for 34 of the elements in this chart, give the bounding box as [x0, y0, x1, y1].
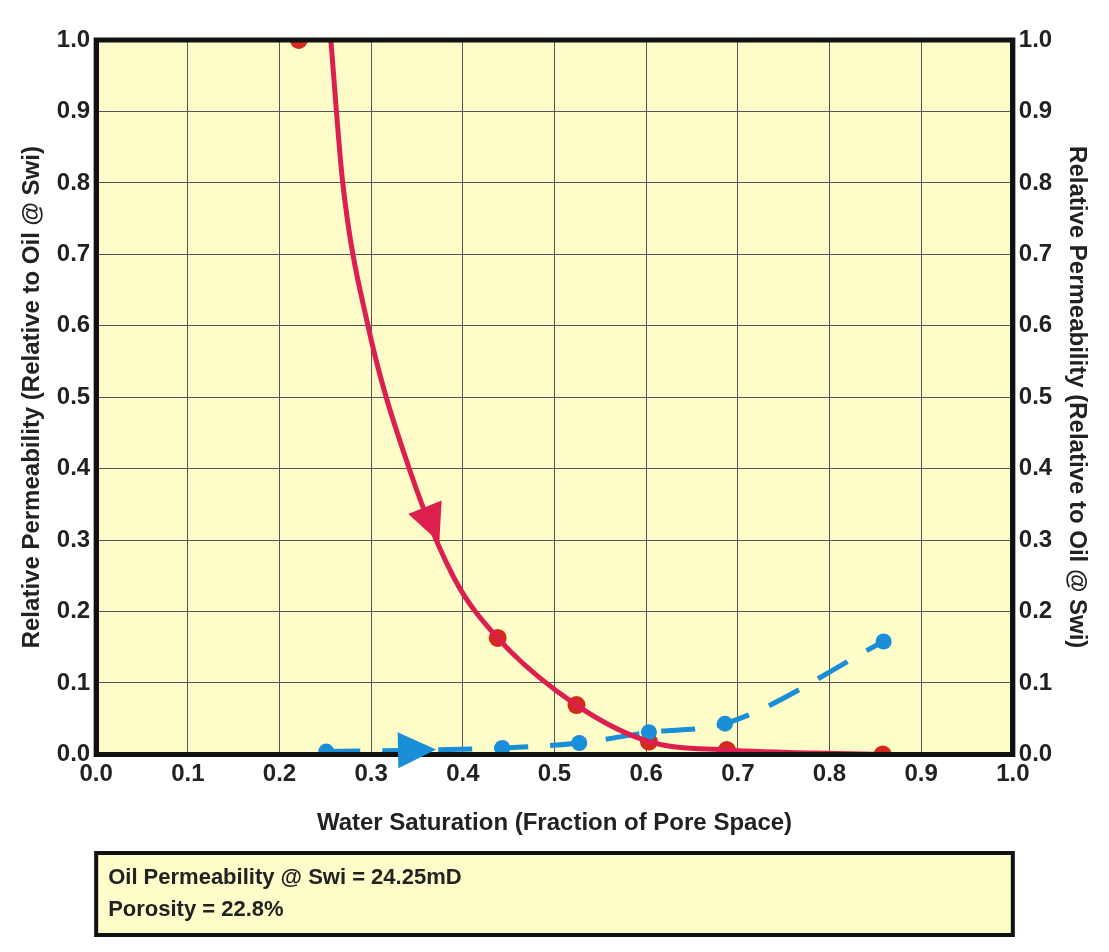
y-tick-label: 0.6 [56, 310, 91, 338]
y2-tick-label: 0.5 [1018, 381, 1053, 409]
y-tick-label: 0.5 [56, 381, 91, 409]
y2-tick-label: 0.9 [1018, 96, 1053, 124]
y-tick-label: 0.8 [56, 167, 91, 195]
y-tick-label: 0.2 [56, 596, 91, 624]
y-tick-label: 0.9 [56, 96, 91, 124]
y-tick-label: 1.0 [56, 24, 91, 52]
y2-axis-title: Relative Permeability (Relative to Oil @ Swi) [1064, 146, 1092, 649]
y2-tick-label: 0.6 [1018, 310, 1053, 338]
text: Oil Permeability @ Swi = 24.25mD [108, 864, 462, 890]
y2-tick-label: 0.3 [1018, 524, 1053, 552]
x-tick-label: 0.1 [171, 759, 205, 787]
y-axis-title: Relative Permeability (Relative to Oil @ Swi) [17, 146, 45, 649]
x-tick-label: 0.3 [354, 759, 388, 787]
x-tick-label: 0.8 [812, 759, 847, 787]
y-tick-label: 0.4 [56, 453, 91, 481]
x-axis-title: Water Saturation (Fraction of Pore Space) [316, 808, 793, 836]
y2-tick-label: 0.4 [1018, 453, 1053, 481]
y2-tick-label: 0.8 [1018, 167, 1053, 195]
x-tick-label: 0.6 [629, 759, 663, 787]
y-tick-label: 0.3 [56, 524, 91, 552]
y2-tick-label: 0.7 [1018, 238, 1053, 266]
x-tick-label: 0.9 [904, 759, 938, 787]
y-tick-label: 0.7 [56, 238, 91, 266]
y-tick-label: 0.1 [56, 667, 91, 695]
x-tick-label: 0.5 [537, 759, 572, 787]
x-tick-label: 0.7 [721, 759, 755, 787]
x-tick-label: 0.2 [262, 759, 297, 787]
y2-tick-label: 0.2 [1018, 596, 1053, 624]
y2-tick-label: 0.1 [1018, 667, 1053, 695]
x-tick-label: 0.4 [446, 759, 481, 787]
text: Porosity = 22.8% [108, 896, 284, 922]
y2-tick-label: 1.0 [1018, 24, 1053, 52]
